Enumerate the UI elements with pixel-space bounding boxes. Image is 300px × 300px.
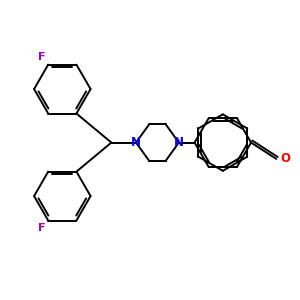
Text: O: O xyxy=(280,152,290,165)
Text: F: F xyxy=(38,52,46,62)
Text: F: F xyxy=(38,223,46,233)
Text: N: N xyxy=(131,136,141,149)
Text: N: N xyxy=(174,136,184,149)
